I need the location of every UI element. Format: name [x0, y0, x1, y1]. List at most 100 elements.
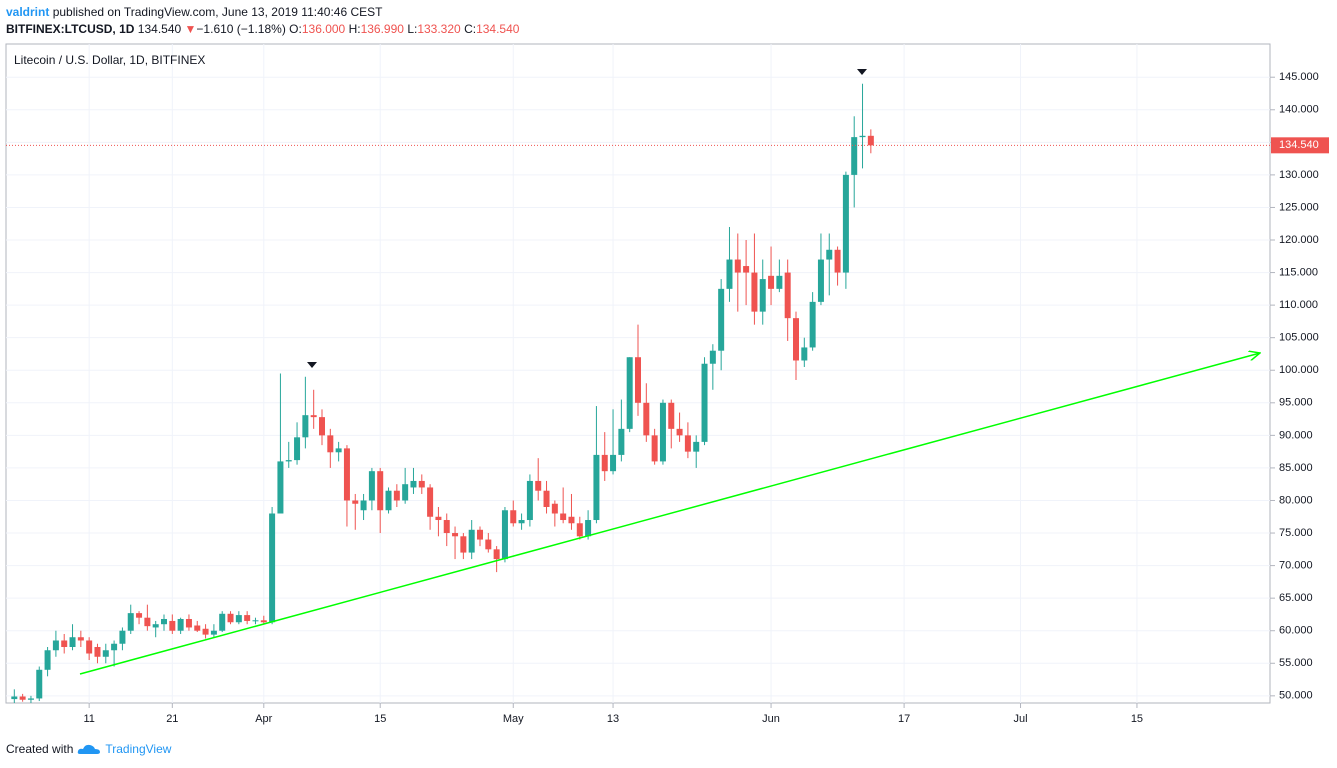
candle-body: [485, 539, 492, 550]
y-tick-label: 55.000: [1279, 657, 1313, 669]
y-tick-label: 120.000: [1279, 234, 1319, 246]
y-tick-label: 100.000: [1279, 364, 1319, 376]
candle-body: [676, 428, 683, 436]
candle-body: [327, 435, 334, 453]
x-tick-label: 13: [607, 713, 619, 725]
candle-body: [501, 510, 508, 560]
candle-body: [235, 615, 242, 623]
price-tag-label: 134.540: [1279, 139, 1319, 151]
candle-body: [244, 615, 251, 621]
candle-body: [643, 402, 650, 436]
y-tick-label: 60.000: [1279, 625, 1313, 637]
candle-body: [177, 618, 184, 631]
candle-body: [610, 454, 617, 472]
y-tick-label: 110.000: [1279, 299, 1318, 311]
candle-body: [319, 417, 325, 436]
last: 134.540: [137, 22, 182, 36]
y-tick-label: 95.000: [1279, 397, 1313, 409]
quote-value: 136.000: [301, 22, 346, 36]
candle-body: [410, 480, 417, 488]
trend-line[interactable]: [79, 353, 1260, 675]
candle-body: [52, 640, 59, 651]
x-tick-label: 15: [1131, 713, 1143, 725]
candle-body: [834, 249, 841, 273]
down-arrow: ▼: [184, 22, 197, 36]
candle-body: [535, 480, 542, 491]
candle-body: [593, 454, 600, 521]
candle-body: [252, 620, 259, 622]
candle-body: [385, 490, 392, 511]
candle-body: [543, 490, 550, 507]
candle-body: [734, 259, 741, 273]
footer-text: Created with: [6, 742, 74, 756]
candle-body: [793, 318, 799, 361]
candle-body: [402, 484, 409, 501]
candle-body: [119, 630, 126, 644]
candle-body: [477, 529, 483, 540]
candle-body: [360, 500, 367, 511]
candle-body: [294, 437, 301, 461]
x-tick-label: 15: [374, 713, 386, 725]
x-tick-label: 17: [898, 713, 910, 725]
y-tick-label: 125.000: [1279, 201, 1319, 213]
symbol: BITFINEX:LTCUSD, 1D: [6, 22, 135, 36]
candle-body: [718, 288, 725, 351]
y-tick-label: 50.000: [1279, 690, 1313, 702]
x-tick-label: 11: [83, 713, 94, 725]
candle-body: [202, 628, 209, 635]
candle-body: [751, 272, 758, 312]
candle-body: [468, 529, 475, 553]
candle-body: [493, 549, 500, 560]
candle-body: [635, 357, 641, 403]
candle-body: [443, 520, 450, 534]
candle-body: [560, 513, 567, 521]
candle-body: [335, 448, 342, 453]
candle-body: [817, 259, 824, 302]
candle-body: [136, 613, 143, 618]
y-tick-label: 145.000: [1279, 71, 1319, 83]
y-tick-label: 130.000: [1279, 169, 1319, 181]
candle-body: [61, 640, 68, 647]
candle-body: [127, 613, 134, 631]
published: published on TradingView.com, June 13, 2…: [52, 5, 383, 19]
candle-body: [227, 613, 234, 623]
quote-value: 136.990: [360, 22, 404, 36]
candle-body: [86, 640, 93, 654]
x-tick-label: 21: [166, 713, 178, 725]
candle-body: [768, 275, 775, 289]
candle-body: [759, 279, 766, 312]
quote-value: 133.320: [417, 22, 461, 36]
x-tick-label: Jun: [762, 713, 780, 725]
brand[interactable]: TradingView: [105, 742, 172, 756]
candle-body: [518, 520, 525, 524]
candle-body: [568, 516, 575, 524]
candle-body: [701, 363, 708, 442]
candle-body: [726, 259, 733, 289]
candle-body: [585, 520, 592, 537]
candle-body: [427, 487, 434, 517]
candle-body: [302, 415, 309, 438]
candle-body: [826, 249, 833, 260]
candle-body: [551, 503, 558, 514]
candle-body: [161, 618, 167, 625]
y-tick-label: 85.000: [1279, 462, 1313, 474]
candle-body: [801, 347, 808, 361]
candle-body: [277, 461, 284, 514]
y-tick-label: 115.000: [1279, 266, 1318, 278]
candle-body: [576, 523, 583, 537]
candle-body: [285, 460, 292, 462]
candle-body: [626, 357, 633, 429]
candle-body: [842, 174, 849, 273]
candle-body: [377, 471, 384, 511]
candle-body: [393, 490, 400, 501]
y-tick-label: 75.000: [1279, 527, 1313, 539]
quote-line: BITFINEX:LTCUSD, 1D 134.540 ▼−1.610 (−1.…: [6, 21, 519, 38]
candle-body: [851, 137, 858, 175]
author[interactable]: valdrint: [6, 5, 50, 19]
quote-label: C:: [464, 22, 477, 36]
candle-body: [19, 696, 26, 700]
y-tick-label: 90.000: [1279, 429, 1313, 441]
change: −1.610 (−1.18%): [196, 22, 286, 36]
